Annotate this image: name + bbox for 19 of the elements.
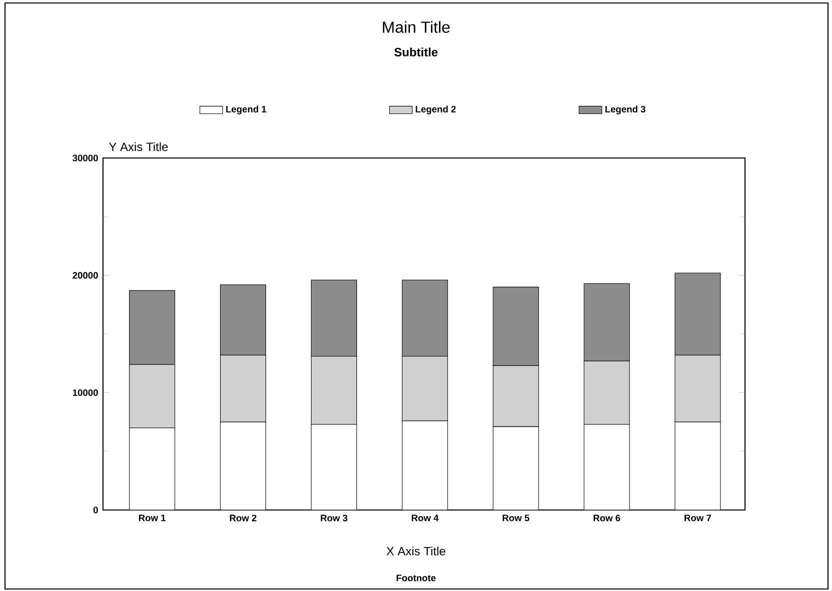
y-axis-title: Y Axis Title [108, 142, 168, 152]
x-tick-label: Row 3 [320, 514, 348, 522]
x-tick-label: Row 5 [502, 514, 530, 522]
x-tick-label: Row 2 [230, 514, 256, 522]
legend-label: Legend 3 [605, 106, 646, 114]
x-tick-label: Row 6 [594, 514, 620, 522]
legend-label: Legend 2 [416, 106, 456, 114]
chart-subtitle: Subtitle [394, 48, 438, 56]
text: Footnote [396, 574, 436, 582]
x-tick-label: Row 1 [138, 514, 166, 522]
y-tick-label: 30000 [72, 154, 98, 162]
y-tick-label: 10000 [72, 389, 98, 396]
chart-title: Main Title [382, 21, 450, 33]
legend-label: Legend 1 [226, 106, 266, 114]
x-tick-label: Row 4 [412, 514, 439, 522]
x-tick-label: Row 7 [684, 514, 712, 522]
y-tick-label: 20000 [72, 272, 98, 279]
y-tick-label: 0 [93, 506, 98, 514]
x-axis-title: X Axis Title [386, 546, 446, 556]
